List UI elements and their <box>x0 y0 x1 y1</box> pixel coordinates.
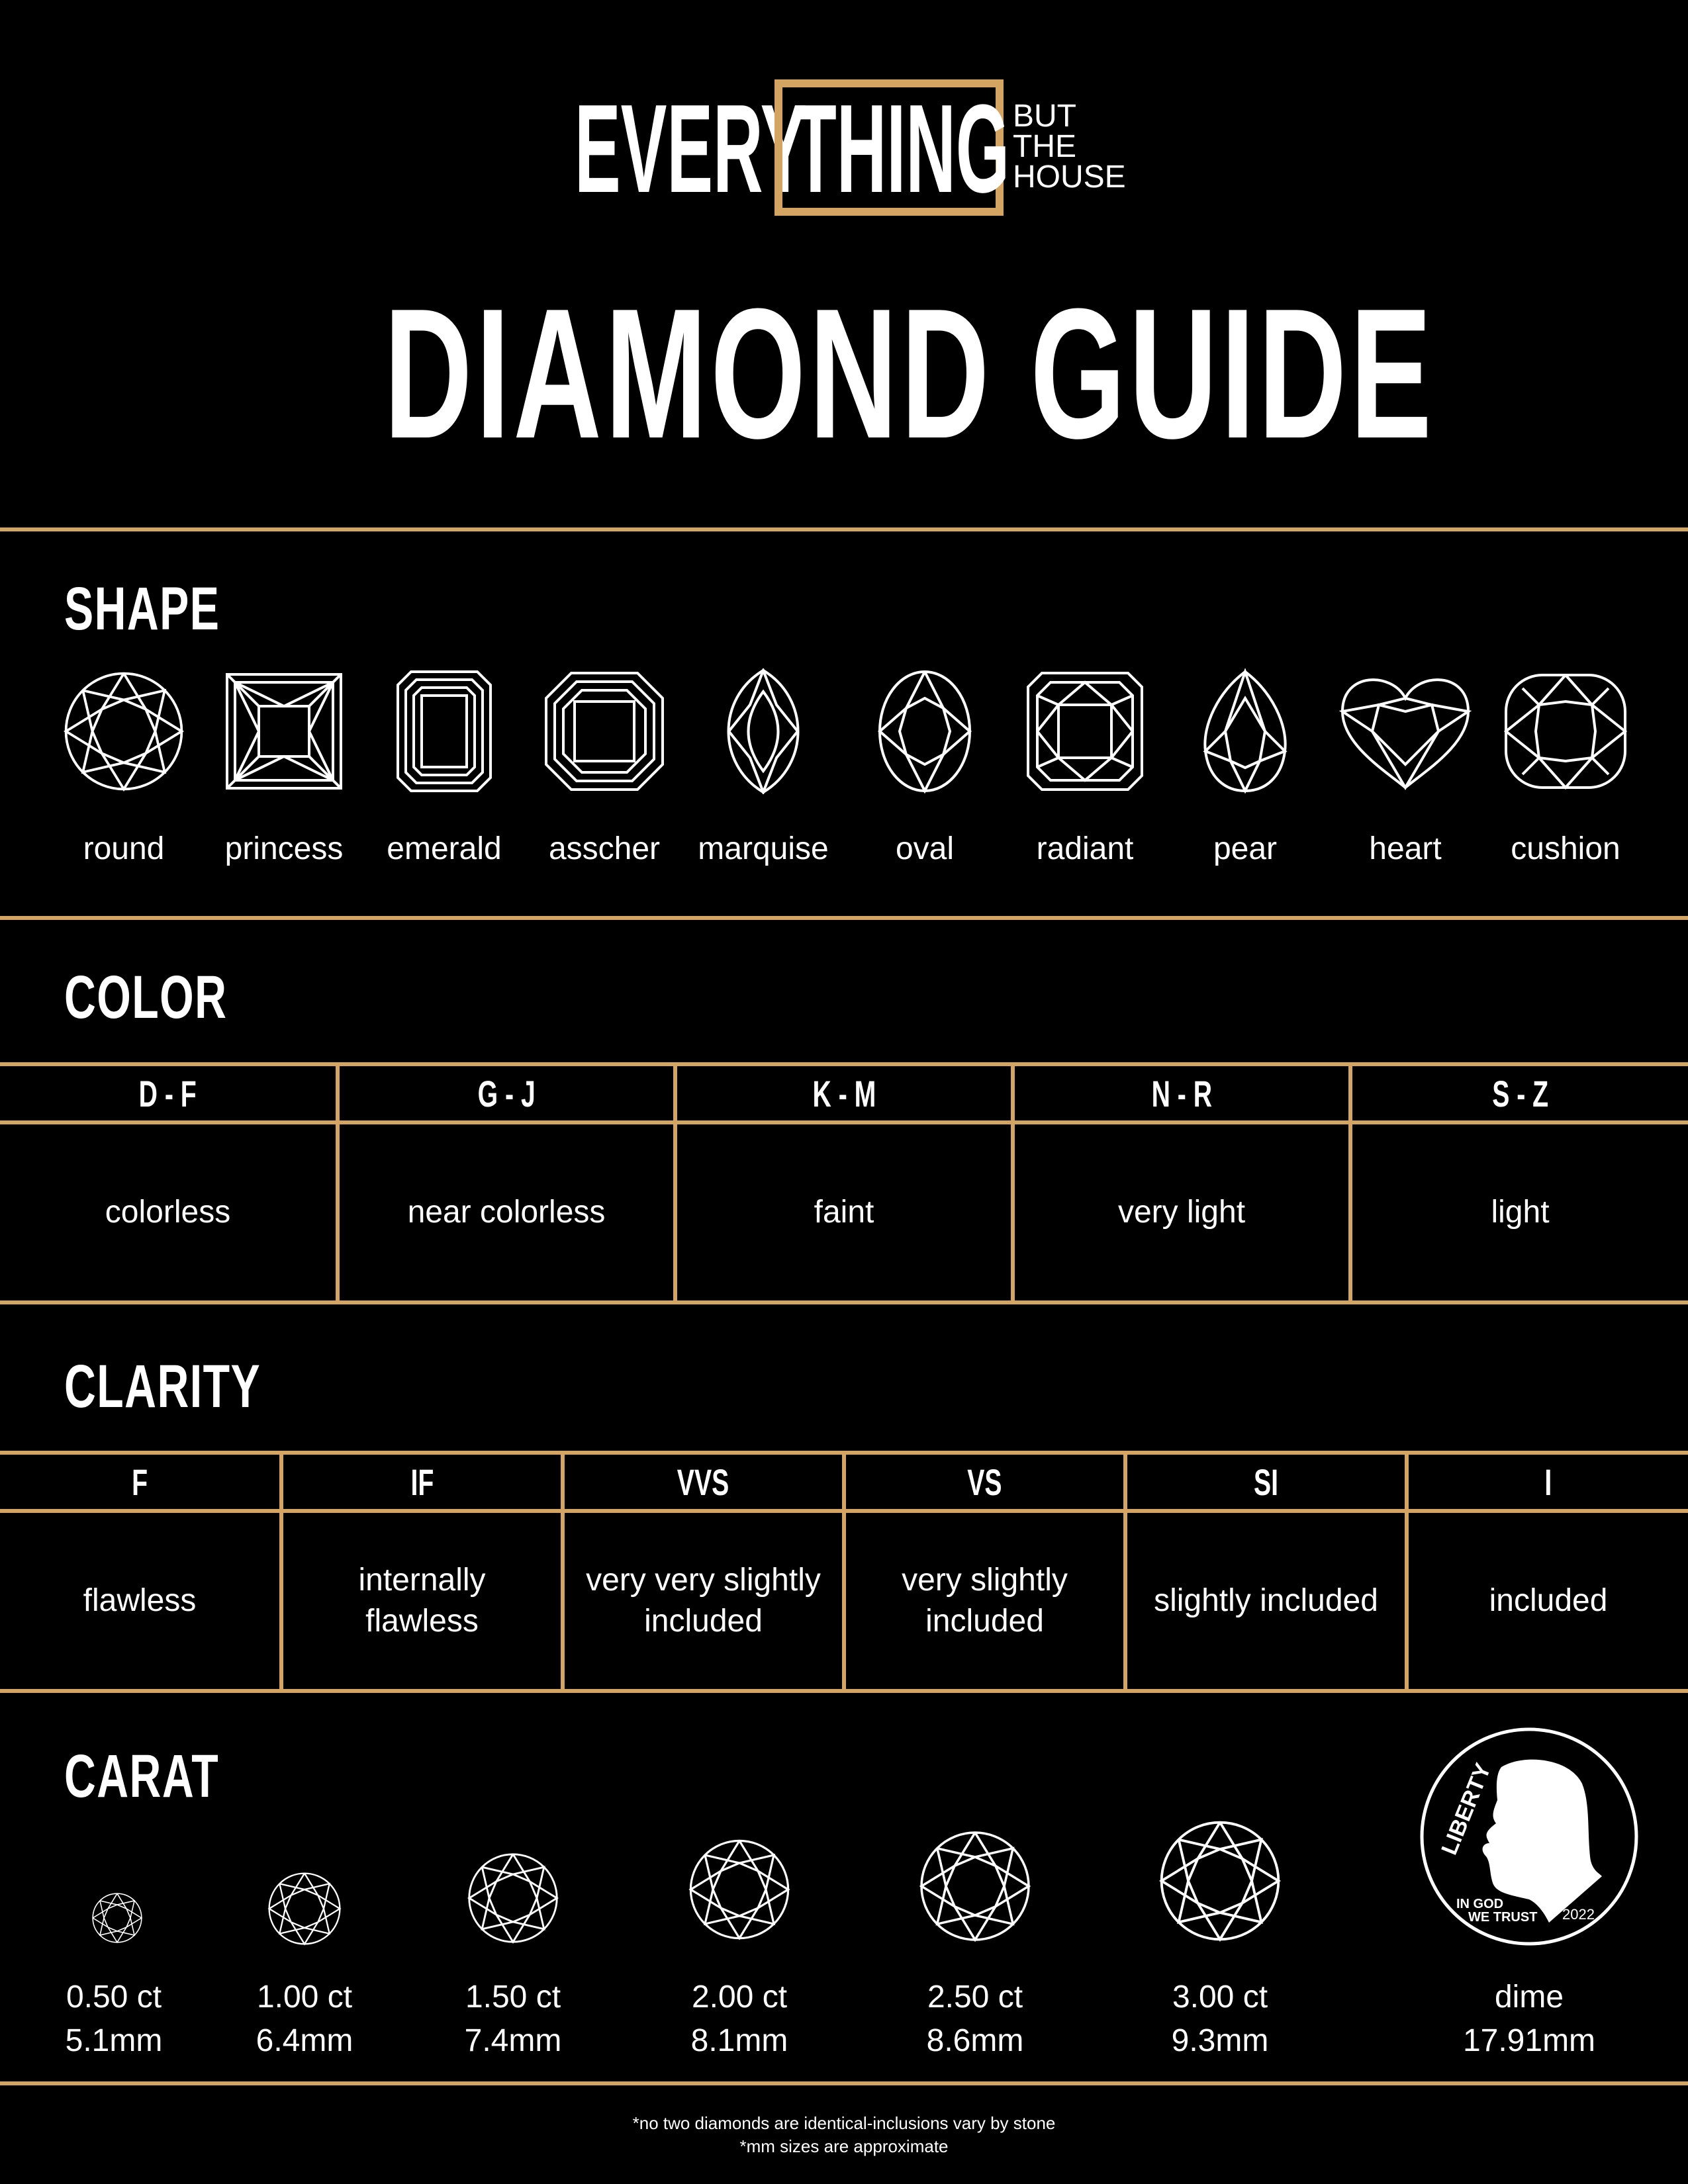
clarity-description: very very slightly included <box>561 1509 846 1693</box>
carat-diamond-icon <box>468 1853 558 1943</box>
shape-label: asscher <box>548 831 661 866</box>
carat-diamond-icon <box>92 1893 142 1943</box>
color-description: near colorless <box>336 1120 677 1304</box>
carat-heading: CARAT <box>64 1743 220 1810</box>
color-grade: S - Z <box>1348 1062 1688 1124</box>
cushion-diamond-icon <box>1499 668 1632 794</box>
dime-icon: LIBERTY IN GOD WE TRUST 2022 <box>1420 1727 1638 1946</box>
logo-house: HOUSE <box>1013 159 1126 195</box>
shape-label: emerald <box>387 831 502 866</box>
clarity-description: slightly included <box>1123 1509 1409 1693</box>
carat-label: 3.00 ct 9.3mm <box>1171 1979 1269 2058</box>
color-description: very light <box>1011 1120 1352 1304</box>
shape-label: oval <box>895 831 955 866</box>
carat-diamond-icon <box>1160 1821 1280 1941</box>
clarity-description: very slightly included <box>842 1509 1127 1693</box>
color-description: faint <box>673 1120 1015 1304</box>
pear-diamond-icon <box>1179 667 1311 794</box>
footer-note: *no two diamonds are identical-inclusion… <box>632 2113 1056 2133</box>
shape-label: heart <box>1369 831 1442 866</box>
color-grade: G - J <box>336 1062 677 1124</box>
shape-label: marquise <box>698 831 829 866</box>
logo-but: BUT <box>1013 99 1076 134</box>
color-heading: COLOR <box>64 964 228 1031</box>
clarity-grade: IF <box>279 1451 565 1513</box>
shape-heading: SHAPE <box>64 575 220 643</box>
shape-label: round <box>83 831 165 866</box>
carat-label: 1.00 ct 6.4mm <box>256 1979 353 2058</box>
color-description: light <box>1348 1120 1688 1304</box>
carat-diamond-icon <box>920 1831 1030 1941</box>
logo-box <box>774 79 1004 216</box>
clarity-grade: VVS <box>561 1451 846 1513</box>
color-grade: D - F <box>0 1062 340 1124</box>
clarity-table: F IF VVS VS SI I flawless internally flaw… <box>0 1451 1688 1693</box>
color-grade: K - M <box>673 1062 1015 1124</box>
clarity-description: internally flawless <box>279 1509 565 1693</box>
color-description: colorless <box>0 1120 340 1304</box>
divider <box>0 2081 1688 2085</box>
heart-diamond-icon <box>1338 668 1472 794</box>
clarity-grade: SI <box>1123 1451 1409 1513</box>
round-diamond-icon <box>58 668 190 794</box>
emerald-diamond-icon <box>378 668 510 794</box>
clarity-grade: VS <box>842 1451 1127 1513</box>
dime-label: dime 17.91mm <box>1462 1979 1596 2058</box>
logo-the: THE <box>1013 129 1076 164</box>
clarity-description: included <box>1405 1509 1688 1693</box>
shape-label: pear <box>1213 831 1278 866</box>
asscher-diamond-icon <box>538 668 671 794</box>
carat-label: 2.50 ct 8.6mm <box>926 1979 1024 2058</box>
color-grade: N - R <box>1011 1062 1352 1124</box>
dime-year: 2022 <box>1562 1906 1595 1923</box>
page-title: DIAMOND GUIDE <box>384 271 1436 477</box>
color-table: D - F G - J K - M N - R S - Z colorless … <box>0 1062 1688 1304</box>
divider <box>0 916 1688 920</box>
divider <box>0 527 1688 531</box>
carat-diamond-icon <box>689 1839 790 1940</box>
clarity-grade: I <box>1405 1451 1688 1513</box>
carat-diamond-icon <box>268 1872 341 1945</box>
shape-label: radiant <box>1036 831 1134 866</box>
dime-motto-1: IN GOD <box>1456 1897 1503 1911</box>
logo-every: EVERY <box>575 79 807 219</box>
clarity-heading: CLARITY <box>64 1353 261 1420</box>
clarity-description: flawless <box>0 1509 283 1693</box>
shape-label: princess <box>224 831 344 866</box>
logo-thing: THING <box>794 79 1010 219</box>
radiant-diamond-icon <box>1019 668 1151 794</box>
dime-motto-2: WE TRUST <box>1468 1910 1537 1925</box>
oval-diamond-icon <box>859 668 991 794</box>
carat-label: 2.00 ct 8.1mm <box>690 1979 788 2058</box>
shape-label: cushion <box>1511 831 1620 866</box>
princess-diamond-icon <box>218 668 350 794</box>
marquise-diamond-icon <box>697 666 829 796</box>
footer-note: *mm sizes are approximate <box>739 2136 949 2156</box>
carat-label: 1.50 ct 7.4mm <box>464 1979 562 2058</box>
clarity-grade: F <box>0 1451 283 1513</box>
carat-label: 0.50 ct 5.1mm <box>65 1979 163 2058</box>
